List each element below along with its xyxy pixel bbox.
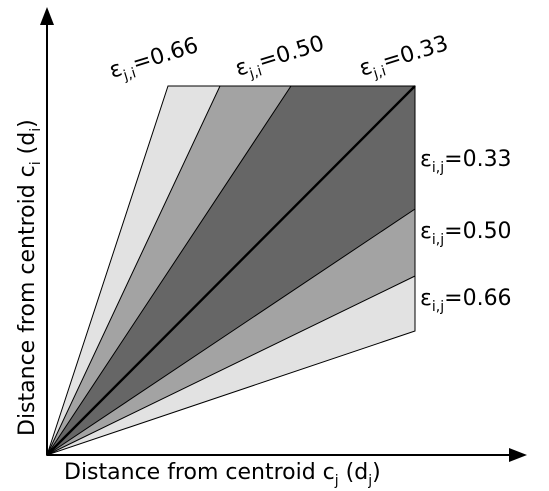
axes bbox=[40, 7, 527, 462]
top-label-1: εj,i=0.66 bbox=[106, 33, 202, 88]
regions bbox=[45, 85, 416, 457]
right-label-1: εi,j=0.33 bbox=[420, 147, 512, 176]
right-labels: εi,j=0.33 εi,j=0.50 εi,j=0.66 bbox=[420, 147, 512, 315]
top-label-3: εj,i=0.33 bbox=[356, 31, 452, 86]
y-axis-label: Distance from centroid ci (di) bbox=[15, 119, 44, 436]
right-label-3: εi,j=0.66 bbox=[420, 286, 512, 315]
top-label-2: εj,i=0.50 bbox=[232, 31, 328, 86]
x-axis-label: Distance from centroid cj (dj) bbox=[64, 460, 381, 489]
x-axis-arrow-icon bbox=[509, 448, 527, 462]
diagonal-line bbox=[46, 85, 416, 456]
right-label-2: εi,j=0.50 bbox=[420, 219, 512, 248]
top-labels: εj,i=0.66 εj,i=0.50 εj,i=0.33 bbox=[106, 31, 452, 88]
y-axis-arrow-icon bbox=[40, 7, 54, 25]
